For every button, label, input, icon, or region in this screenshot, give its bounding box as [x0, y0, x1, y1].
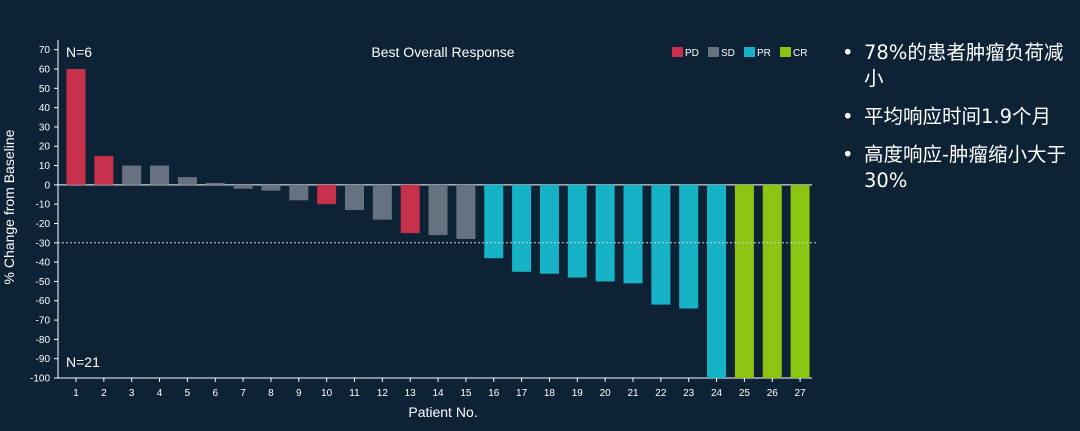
legend-swatch-pd [672, 47, 683, 57]
bar-patient-7 [233, 184, 253, 189]
bullet-item: • 高度响应-肿瘤缩小大于30% [840, 142, 1075, 194]
y-tick-label: 70 [39, 45, 51, 56]
y-tick-label: -10 [36, 200, 51, 211]
bullet-dot: • [842, 41, 854, 64]
bar-patient-18 [539, 184, 559, 274]
y-tick-label: 30 [39, 122, 51, 133]
y-tick-label: -20 [36, 219, 51, 230]
y-tick-label: -30 [36, 238, 51, 249]
bullet-text: 高度响应-肿瘤缩小大于30% [864, 143, 1067, 192]
bar-patient-17 [512, 184, 532, 272]
bar-patient-5 [177, 177, 197, 185]
bullet-dot: • [842, 105, 854, 128]
x-tick-label: 5 [185, 388, 191, 399]
x-tick-label: 17 [516, 388, 528, 399]
bar-patient-11 [345, 184, 364, 210]
y-tick-label: 60 [39, 64, 51, 75]
legend-swatch-pr [744, 47, 755, 57]
x-tick-label: 16 [488, 388, 500, 399]
x-tick-label: 24 [711, 388, 723, 399]
y-tick-label: 0 [44, 180, 50, 191]
legend-swatch-cr [780, 47, 791, 57]
y-tick-label: -90 [36, 354, 51, 365]
y-axis-label: % Change from Baseline [1, 129, 17, 284]
x-tick-label: 14 [432, 388, 444, 399]
bullet-item: • 平均响应时间1.9个月 [840, 104, 1075, 130]
y-tick-label: -80 [36, 335, 51, 346]
x-tick-label: 21 [627, 388, 639, 399]
bar-patient-23 [679, 184, 699, 309]
bar-patient-19 [567, 184, 587, 278]
bar-patient-8 [261, 184, 281, 191]
legend-label-sd: SD [721, 48, 735, 59]
bar-patient-25 [734, 184, 754, 378]
bar-patient-16 [484, 184, 504, 259]
bar-patient-27 [790, 184, 810, 378]
x-tick-label: 23 [683, 388, 695, 399]
x-tick-label: 22 [655, 388, 667, 399]
legend-label-pr: PR [757, 48, 771, 59]
y-tick-label: -100 [30, 374, 50, 385]
legend-label-cr: CR [793, 48, 807, 59]
bar-patient-13 [400, 184, 420, 234]
x-tick-label: 2 [101, 388, 107, 399]
x-tick-label: 10 [321, 388, 333, 399]
bar-patient-26 [762, 184, 782, 378]
bar-patient-1 [66, 68, 86, 185]
x-tick-label: 8 [268, 388, 274, 399]
x-axis-label: Patient No. [408, 404, 477, 420]
x-tick-label: 11 [349, 388, 360, 399]
bullet-list: • 78%的患者肿瘤负荷减小 • 平均响应时间1.9个月 • 高度响应-肿瘤缩小… [840, 40, 1075, 206]
bar-patient-6 [205, 182, 225, 185]
x-tick-label: 4 [157, 388, 163, 399]
x-tick-label: 3 [129, 388, 135, 399]
bar-patient-14 [428, 184, 448, 236]
legend-label-pd: PD [685, 48, 699, 59]
y-tick-label: 40 [39, 103, 51, 114]
x-tick-label: 9 [296, 388, 302, 399]
x-tick-label: 15 [460, 388, 472, 399]
x-tick-label: 27 [795, 388, 807, 399]
y-tick-label: -60 [36, 296, 51, 307]
x-tick-label: 7 [240, 388, 246, 399]
y-tick-label: 10 [39, 161, 51, 172]
y-tick-label: -70 [36, 316, 51, 327]
bullet-item: • 78%的患者肿瘤负荷减小 [840, 40, 1075, 92]
annotation-n-bottom: N=21 [66, 354, 100, 370]
legend-swatch-sd [708, 47, 719, 57]
y-tick-label: 50 [39, 84, 51, 95]
bar-patient-20 [595, 184, 615, 282]
legend: PD SD PR CR [672, 47, 807, 59]
y-tick-label: -50 [36, 277, 51, 288]
chart-title: Best Overall Response [371, 44, 514, 60]
y-tick-label: -40 [36, 258, 51, 269]
x-tick-label: 26 [767, 388, 779, 399]
x-tick-label: 19 [572, 388, 584, 399]
bar-patient-12 [372, 184, 392, 220]
bullet-text: 78%的患者肿瘤负荷减小 [864, 41, 1064, 90]
bar-patient-2 [94, 155, 114, 185]
bullet-text: 平均响应时间1.9个月 [864, 105, 1052, 128]
x-tick-label: 6 [212, 388, 218, 399]
bullet-dot: • [842, 143, 854, 166]
bar-patient-22 [651, 184, 671, 305]
y-tick-label: 20 [39, 142, 51, 153]
x-tick-label: 18 [544, 388, 556, 399]
bar-patient-3 [122, 165, 142, 185]
waterfall-chart: 70 60 50 40 30 20 10 0 -10 -20 -30 -40 -50 -60 -70 -80 -… [1, 40, 818, 420]
x-tick-label: 12 [377, 388, 389, 399]
x-tick-label: 1 [73, 388, 79, 399]
x-tick-label: 25 [739, 388, 751, 399]
x-tick-label: 20 [600, 388, 612, 399]
bar-patient-4 [150, 165, 170, 185]
bar-patient-9 [289, 184, 309, 201]
bar-patient-24 [707, 184, 727, 378]
bar-patient-15 [456, 184, 476, 239]
bar-patient-21 [623, 184, 643, 284]
x-tick-label: 13 [405, 388, 417, 399]
bar-patient-10 [317, 184, 337, 205]
annotation-n-top: N=6 [66, 44, 92, 60]
